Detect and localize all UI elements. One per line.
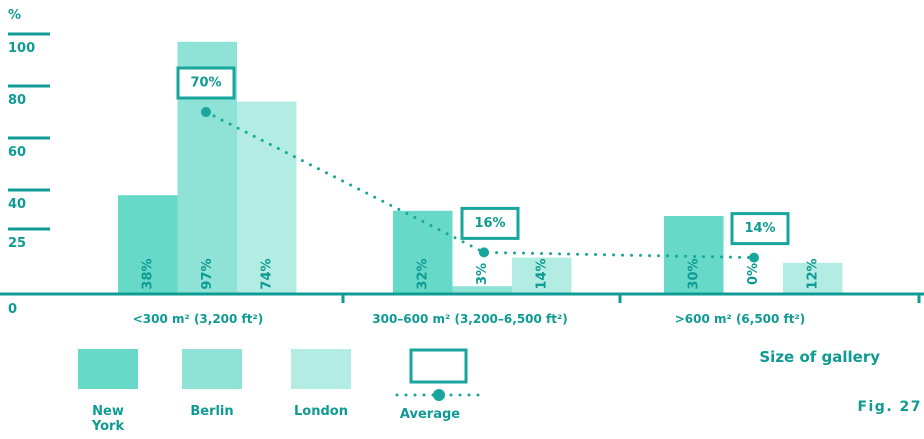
y-axis-label: %: [8, 8, 21, 23]
y-tick-label: 25: [8, 236, 26, 251]
average-series: 70% 16% 14%: [176, 66, 790, 263]
average-point: [201, 107, 211, 117]
average-point: [749, 252, 759, 263]
bar-value-label: 38%: [140, 258, 155, 289]
y-tick-label: 100: [8, 41, 35, 56]
average-label-box: [176, 66, 236, 100]
bar-london: [783, 262, 843, 294]
bar-new-york: [393, 210, 453, 294]
average-value-label: 70%: [190, 76, 221, 91]
bar-london: [237, 101, 297, 294]
legend-label: Berlin: [190, 404, 233, 419]
bar-value-label: 32%: [415, 258, 430, 289]
x-tick-label: <300 m² (3,200 ft²): [133, 312, 264, 326]
legend-swatch: [291, 349, 351, 389]
legend-label: New: [92, 404, 124, 419]
x-axis-title: Size of gallery: [759, 348, 880, 366]
bar-berlin: [452, 286, 512, 294]
bar-value-label: 97%: [200, 258, 215, 289]
average-label-box: [460, 206, 520, 240]
legend-swatch: [182, 349, 242, 389]
average-value-label: 16%: [474, 216, 505, 231]
average-label-box: [730, 212, 790, 246]
bar-value-label: 30%: [686, 258, 701, 289]
y-tick-label: 40: [8, 197, 26, 212]
average-value-label: 14%: [744, 221, 775, 236]
x-axis: <300 m² (3,200 ft²) 300–600 m² (3,200–6,5…: [0, 292, 924, 326]
legend-label: Average: [400, 407, 460, 422]
legend-label: York: [91, 419, 125, 434]
bars: 38% 32% 30% 97% 3% 0% 74% 14% 12%: [118, 41, 843, 294]
bar-london: [512, 257, 572, 294]
bar-new-york: [118, 195, 178, 294]
bar-value-label: 12%: [805, 258, 820, 289]
legend-average-box: [409, 348, 468, 384]
bar-value-label: 14%: [534, 258, 549, 289]
y-tick-label: 0: [8, 302, 17, 317]
average-point: [479, 247, 489, 258]
y-axis-gridlines: 0 25 40 60 80 100: [8, 32, 50, 317]
bar-new-york: [664, 216, 724, 294]
legend-label: London: [294, 404, 348, 419]
bar-value-label: 74%: [259, 258, 274, 289]
y-tick-label: 60: [8, 145, 26, 160]
x-tick-label: 300–600 m² (3,200–6,500 ft²): [372, 312, 568, 326]
x-tick-label: >600 m² (6,500 ft²): [675, 312, 806, 326]
legend-average-point: [433, 389, 445, 401]
figure-label: Fig. 27: [857, 399, 922, 415]
bar-value-label: 3%: [475, 263, 490, 285]
y-tick-label: 80: [8, 93, 26, 108]
legend-swatch: [78, 349, 138, 389]
bar-value-label: 0%: [746, 263, 761, 285]
